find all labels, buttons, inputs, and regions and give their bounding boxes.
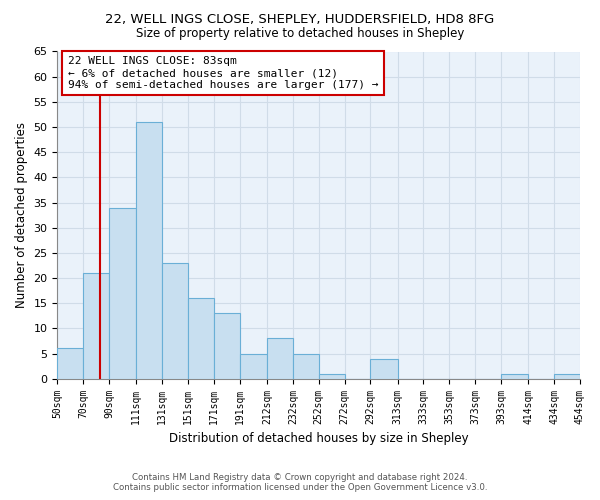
Bar xyxy=(554,374,580,378)
Bar xyxy=(58,348,83,378)
Bar xyxy=(136,122,162,378)
Bar xyxy=(188,298,214,378)
Text: 22 WELL INGS CLOSE: 83sqm
← 6% of detached houses are smaller (12)
94% of semi-d: 22 WELL INGS CLOSE: 83sqm ← 6% of detach… xyxy=(68,56,379,90)
Y-axis label: Number of detached properties: Number of detached properties xyxy=(15,122,28,308)
Bar xyxy=(240,354,267,378)
Bar xyxy=(162,263,188,378)
Bar xyxy=(501,374,528,378)
Bar xyxy=(109,208,136,378)
Text: Size of property relative to detached houses in Shepley: Size of property relative to detached ho… xyxy=(136,28,464,40)
Bar xyxy=(214,314,240,378)
Text: 22, WELL INGS CLOSE, SHEPLEY, HUDDERSFIELD, HD8 8FG: 22, WELL INGS CLOSE, SHEPLEY, HUDDERSFIE… xyxy=(106,12,494,26)
Text: Contains HM Land Registry data © Crown copyright and database right 2024.
Contai: Contains HM Land Registry data © Crown c… xyxy=(113,473,487,492)
Bar xyxy=(293,354,319,378)
Bar xyxy=(267,338,293,378)
X-axis label: Distribution of detached houses by size in Shepley: Distribution of detached houses by size … xyxy=(169,432,469,445)
Bar xyxy=(370,358,398,378)
Bar xyxy=(83,273,109,378)
Bar xyxy=(319,374,344,378)
